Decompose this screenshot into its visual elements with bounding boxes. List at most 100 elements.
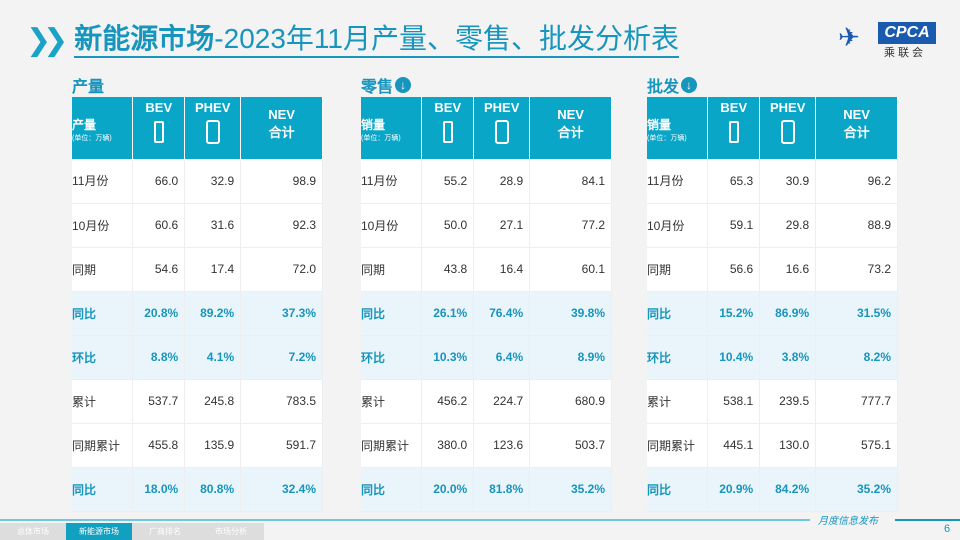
table-row: 同期 43.8 16.4 60.1 <box>361 247 612 292</box>
phev-value: 81.8% <box>473 467 531 512</box>
table-row: 同期累计 380.0 123.6 503.7 <box>361 423 612 468</box>
section-title-text: 批发 <box>647 78 680 96</box>
nev-value: 60.1 <box>529 247 612 292</box>
bev-value: 538.1 <box>707 379 761 424</box>
row-label: 环比 <box>361 335 423 380</box>
footer-tab[interactable]: 总体市场 <box>0 523 66 540</box>
bev-value: 26.1% <box>421 291 475 336</box>
header-label: 产量 (单位：万辆) <box>72 97 134 159</box>
row-label: 同比 <box>361 467 423 512</box>
footer-tab[interactable]: 厂商排名 <box>132 523 198 540</box>
bev-value: 20.9% <box>707 467 761 512</box>
nev-value: 84.1 <box>529 159 612 204</box>
nev-value: 503.7 <box>529 423 612 468</box>
header-nev: NEV 合计 <box>529 97 612 159</box>
table-row: 同比 20.9% 84.2% 35.2% <box>647 467 898 512</box>
nev-sub-label: 合计 <box>843 125 870 140</box>
download-circle-icon[interactable]: ↓ <box>681 76 698 93</box>
bev-value: 50.0 <box>421 203 475 248</box>
phev-value: 29.8 <box>759 203 817 248</box>
phev-value: 135.9 <box>184 423 242 468</box>
phev-value: 80.8% <box>184 467 242 512</box>
header-bev: BEV <box>707 97 761 159</box>
table-row: 10月份 50.0 27.1 77.2 <box>361 203 612 248</box>
footer-tab[interactable]: 新能源市场 <box>66 523 132 540</box>
nev-label: NEV <box>557 107 584 122</box>
table-row: 累计 537.7 245.8 783.5 <box>72 379 323 424</box>
bev-value: 20.8% <box>132 291 186 336</box>
footer-divider <box>0 519 810 521</box>
bev-value: 20.0% <box>421 467 475 512</box>
table-row: 10月份 59.1 29.8 88.9 <box>647 203 898 248</box>
nev-value: 7.2% <box>240 335 323 380</box>
row-label: 10月份 <box>72 203 134 248</box>
table-row: 环比 10.4% 3.8% 8.2% <box>647 335 898 380</box>
nev-value: 39.8% <box>529 291 612 336</box>
table-row: 同期累计 455.8 135.9 591.7 <box>72 423 323 468</box>
header-row: 销量 (单位：万辆) BEV PHEV NEV 合计 <box>361 97 612 159</box>
header-label: 销量 (单位：万辆) <box>361 97 423 159</box>
double-chevron-icon: ❯❯ <box>26 23 68 57</box>
header-phev: PHEV <box>473 97 531 159</box>
row-label: 11月份 <box>361 159 423 204</box>
row-label: 10月份 <box>647 203 709 248</box>
row-label: 同比 <box>72 291 134 336</box>
unit-label: (单位：万辆) <box>72 135 112 142</box>
nev-sub-label: 合计 <box>557 125 584 140</box>
bev-value: 43.8 <box>421 247 475 292</box>
unit-label: (单位：万辆) <box>361 135 401 142</box>
bev-value: 8.8% <box>132 335 186 380</box>
bev-value: 445.1 <box>707 423 761 468</box>
header-nev: NEV 合计 <box>240 97 323 159</box>
nev-value: 37.3% <box>240 291 323 336</box>
nev-value: 575.1 <box>815 423 898 468</box>
row-label: 同期累计 <box>647 423 709 468</box>
row-label: 环比 <box>72 335 134 380</box>
table-row: 同期 56.6 16.6 73.2 <box>647 247 898 292</box>
bev-value: 380.0 <box>421 423 475 468</box>
bev-value: 59.1 <box>707 203 761 248</box>
page-title: ❯❯ 新能源市场-2023年11月产量、零售、批发分析表 <box>26 22 679 58</box>
data-table: 产量 (单位：万辆) BEV PHEV NEV 合计 11月份 66.0 32.9 … <box>72 97 323 512</box>
header-label-text: 销量 <box>647 118 672 132</box>
logo-sub: 乘联会 <box>884 47 926 59</box>
section-title: 批发 ↓ <box>647 72 898 97</box>
table-row: 11月份 65.3 30.9 96.2 <box>647 159 898 204</box>
battery-icon <box>442 121 453 143</box>
bev-label: BEV <box>434 100 462 115</box>
charging-pump-icon <box>780 120 795 144</box>
phev-value: 27.1 <box>473 203 531 248</box>
row-label: 累计 <box>647 379 709 424</box>
phev-label: PHEV <box>194 100 231 115</box>
nev-label: NEV <box>268 107 295 122</box>
phev-value: 76.4% <box>473 291 531 336</box>
row-label: 11月份 <box>647 159 709 204</box>
section-title: 产量 <box>72 72 323 97</box>
header-bev: BEV <box>132 97 186 159</box>
bev-value: 537.7 <box>132 379 186 424</box>
nev-label: NEV <box>843 107 870 122</box>
nev-value: 72.0 <box>240 247 323 292</box>
section-1: 零售 ↓ 销量 (单位：万辆) BEV PHEV NEV 合计 11月份 55.2 2… <box>361 72 612 512</box>
footer-tab[interactable]: 市场分析 <box>198 523 264 540</box>
section-title-text: 产量 <box>72 78 105 96</box>
download-circle-icon[interactable]: ↓ <box>395 76 412 93</box>
phev-value: 3.8% <box>759 335 817 380</box>
nev-value: 35.2% <box>815 467 898 512</box>
row-label: 累计 <box>72 379 134 424</box>
phev-value: 17.4 <box>184 247 242 292</box>
table-row: 10月份 60.6 31.6 92.3 <box>72 203 323 248</box>
phev-value: 224.7 <box>473 379 531 424</box>
row-label: 同比 <box>647 467 709 512</box>
unit-label: (单位：万辆) <box>647 135 687 142</box>
bev-value: 10.4% <box>707 335 761 380</box>
table-row: 同期累计 445.1 130.0 575.1 <box>647 423 898 468</box>
bev-value: 55.2 <box>421 159 475 204</box>
footer-tabs: 总体市场 新能源市场 厂商排名 市场分析 <box>0 523 264 540</box>
nev-sub-label: 合计 <box>268 125 295 140</box>
table-row: 11月份 66.0 32.9 98.9 <box>72 159 323 204</box>
row-label: 同比 <box>72 467 134 512</box>
title-rest: -2023年11月产量、零售、批发分析表 <box>214 23 679 54</box>
bev-value: 15.2% <box>707 291 761 336</box>
table-row: 同比 20.0% 81.8% 35.2% <box>361 467 612 512</box>
